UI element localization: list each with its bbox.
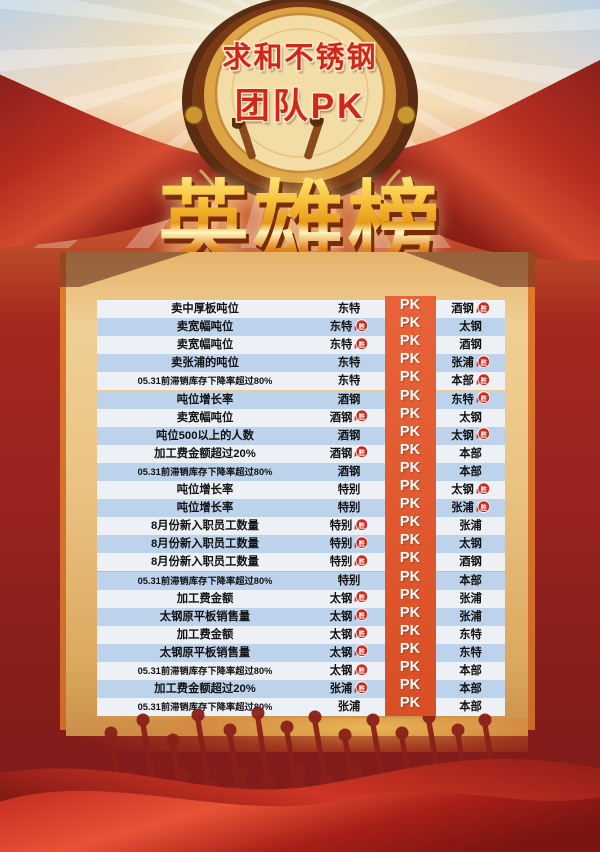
svg-text:胜: 胜 [358, 629, 366, 638]
svg-text:胜: 胜 [479, 484, 487, 493]
svg-text:胜: 胜 [479, 393, 487, 402]
svg-text:胜: 胜 [358, 665, 366, 674]
svg-text:胜: 胜 [358, 538, 366, 547]
svg-text:胜: 胜 [479, 502, 487, 511]
svg-text:胜: 胜 [479, 357, 487, 366]
svg-text:胜: 胜 [358, 647, 366, 656]
svg-text:胜: 胜 [358, 611, 366, 620]
svg-text:胜: 胜 [358, 520, 366, 529]
svg-text:胜: 胜 [358, 411, 366, 420]
svg-text:胜: 胜 [358, 592, 366, 601]
svg-text:胜: 胜 [479, 430, 487, 439]
svg-text:胜: 胜 [358, 339, 366, 348]
svg-text:胜: 胜 [358, 556, 366, 565]
svg-text:胜: 胜 [358, 321, 366, 330]
svg-text:胜: 胜 [358, 683, 366, 692]
svg-text:胜: 胜 [358, 448, 366, 457]
svg-text:胜: 胜 [479, 303, 487, 312]
svg-text:胜: 胜 [479, 375, 487, 384]
